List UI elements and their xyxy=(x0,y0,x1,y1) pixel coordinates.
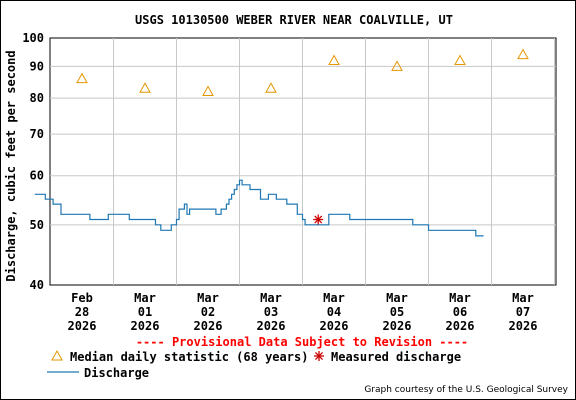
legend: Median daily statistic (68 years) Measur… xyxy=(47,349,461,380)
x-tick-label-mon: Mar xyxy=(134,291,156,305)
x-tick-label-mon: Mar xyxy=(512,291,534,305)
y-axis-label: Discharge, cubic feet per second xyxy=(4,50,18,281)
median-marker xyxy=(328,54,340,65)
median-marker xyxy=(517,48,529,60)
triangle-icon xyxy=(51,349,63,361)
y-tick-label: 70 xyxy=(30,127,44,141)
x-tick-label-year: 2026 xyxy=(257,319,286,333)
x-tick-label-day: 04 xyxy=(327,305,341,319)
provisional-note: ---- Provisional Data Subject to Revisio… xyxy=(136,335,468,349)
y-tick-label: 50 xyxy=(30,218,44,232)
x-tick-label-mon: Feb xyxy=(71,291,93,305)
median-marker xyxy=(202,85,214,96)
asterisk-icon xyxy=(314,351,324,361)
x-tick-label-day: 01 xyxy=(138,305,152,319)
x-tick-label-day: 02 xyxy=(201,305,215,319)
median-marker xyxy=(76,72,88,84)
x-tick-label-year: 2026 xyxy=(383,319,412,333)
x-tick-label-year: 2026 xyxy=(509,319,538,333)
x-tick-label-mon: Mar xyxy=(386,291,408,305)
y-tick-label: 40 xyxy=(30,278,44,292)
x-tick-label-mon: Mar xyxy=(323,291,345,305)
x-tick-label-mon: Mar xyxy=(449,291,471,305)
x-tick-label-year: 2026 xyxy=(446,319,475,333)
median-marker xyxy=(454,54,466,65)
x-tick-label-mon: Mar xyxy=(260,291,282,305)
x-tick-label-year: 2026 xyxy=(194,319,223,333)
legend-label-discharge: Discharge xyxy=(84,366,149,380)
legend-item-discharge: Discharge xyxy=(47,366,149,380)
chart-title: USGS 10130500 WEBER RIVER NEAR COALVILLE… xyxy=(135,13,453,27)
x-tick-label-day: 05 xyxy=(390,305,404,319)
median-marker xyxy=(391,60,403,71)
y-tick-label: 60 xyxy=(30,169,44,183)
grid-layer xyxy=(50,38,556,285)
x-tick-label-mon: Mar xyxy=(197,291,219,305)
asterisk-glyph xyxy=(314,351,324,361)
x-tick-label-day: 28 xyxy=(75,305,89,319)
legend-label-median: Median daily statistic (68 years) xyxy=(70,350,308,364)
x-tick-label-year: 2026 xyxy=(131,319,160,333)
legend-label-measured: Measured discharge xyxy=(331,350,461,364)
x-tick-label-year: 2026 xyxy=(68,319,97,333)
median-marker xyxy=(139,82,151,93)
x-tick-label-day: 03 xyxy=(264,305,278,319)
y-tick-label: 80 xyxy=(30,91,44,105)
x-tick-labels: Feb282026Mar012026Mar022026Mar032026Mar0… xyxy=(68,291,538,333)
credit-text: Graph courtesy of the U.S. Geological Su… xyxy=(364,385,568,395)
x-tick-label-day: 06 xyxy=(453,305,467,319)
x-tick-label-year: 2026 xyxy=(320,319,349,333)
x-tick-label-day: 07 xyxy=(516,305,530,319)
y-tick-label: 100 xyxy=(22,31,44,45)
measured-marker xyxy=(313,214,324,225)
median-marker xyxy=(265,82,277,93)
series-layer xyxy=(34,48,529,237)
y-tick-labels: 100 90 80 70 60 50 40 xyxy=(22,31,44,292)
legend-item-measured: Measured discharge xyxy=(314,350,461,364)
y-tick-label: 90 xyxy=(30,59,44,73)
legend-item-median: Median daily statistic (68 years) xyxy=(51,349,308,364)
discharge-line xyxy=(34,179,484,237)
